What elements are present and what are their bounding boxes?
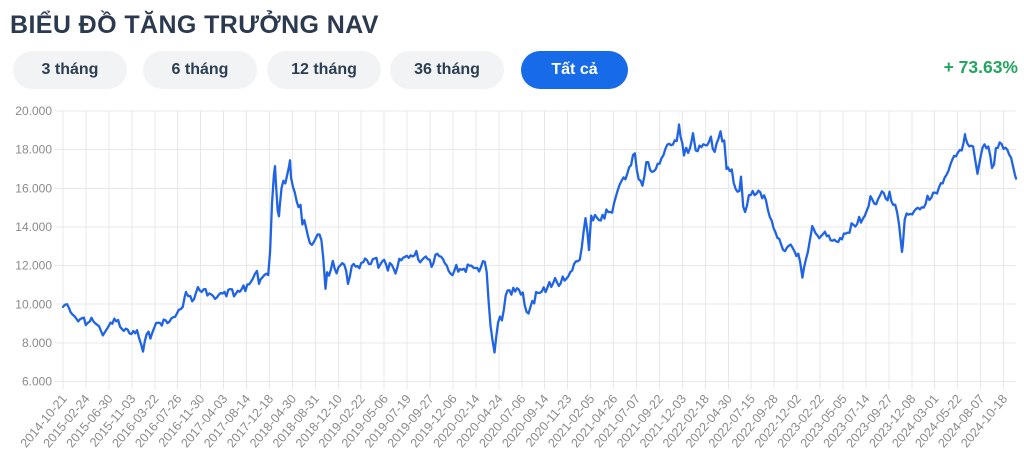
svg-text:16.000: 16.000 (15, 181, 52, 195)
svg-text:18.000: 18.000 (15, 143, 52, 157)
svg-text:14.000: 14.000 (15, 220, 52, 234)
svg-text:8.000: 8.000 (22, 336, 52, 350)
svg-text:10.000: 10.000 (15, 297, 52, 311)
svg-text:12.000: 12.000 (15, 259, 52, 273)
svg-text:6.000: 6.000 (22, 375, 52, 389)
svg-text:20.000: 20.000 (15, 104, 52, 118)
